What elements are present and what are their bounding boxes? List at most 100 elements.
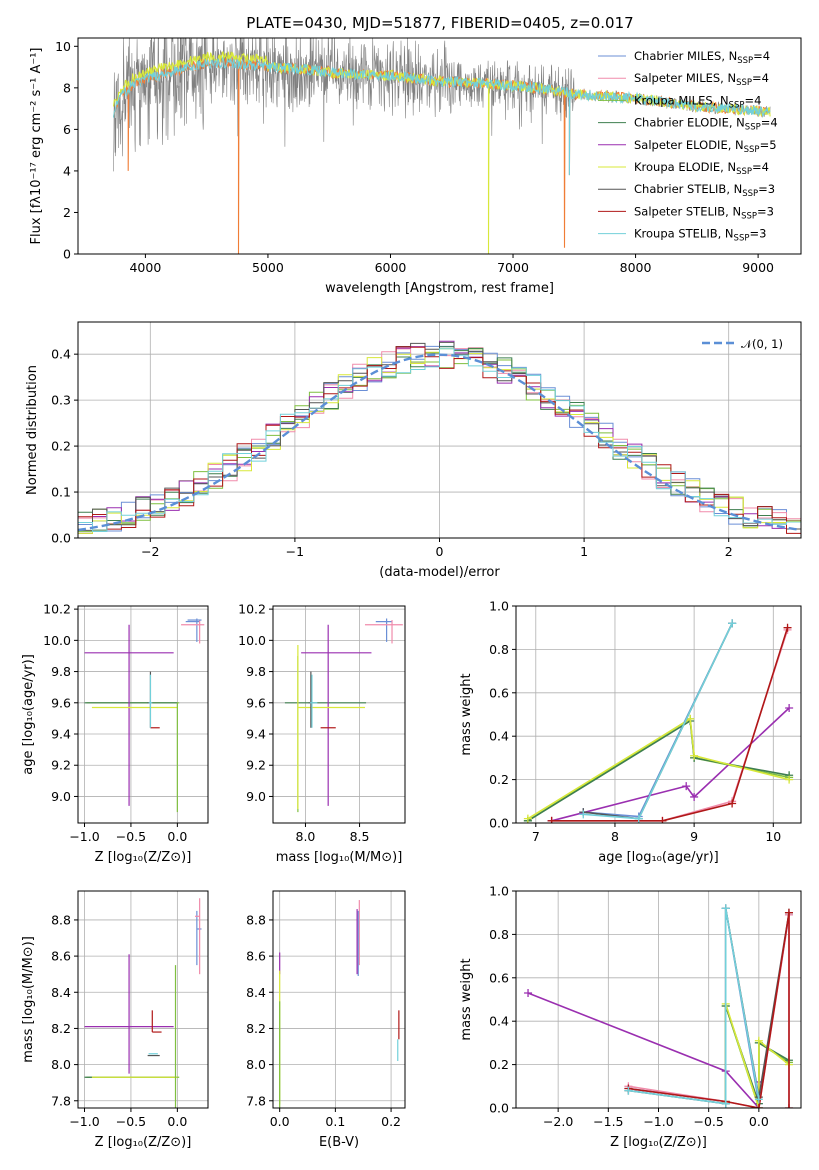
legend-label-suffix: =5 bbox=[760, 138, 777, 152]
y-tick-label: 1.0 bbox=[489, 599, 509, 614]
y-axis-label: mass weight bbox=[459, 673, 474, 755]
series-line bbox=[583, 623, 733, 820]
axes-mass-vs-EBV: 0.0 0.1 0.2 7.8 8.0 8.2 8.4 8.6 8.8 E(B-V) bbox=[246, 890, 406, 1150]
axes-frame bbox=[515, 890, 802, 1109]
series-salpeter-stelib bbox=[547, 623, 792, 823]
data-point-marker bbox=[721, 904, 730, 913]
legend-label-sub: SSP bbox=[744, 145, 760, 155]
data-point-marker bbox=[754, 1104, 763, 1108]
x-tick-label: 1 bbox=[580, 544, 588, 559]
y-tick-label: 9.4 bbox=[51, 727, 71, 742]
x-axis-label: Z [log₁₀(Z/Z⊙)] bbox=[95, 1135, 192, 1150]
y-tick-label: 10.2 bbox=[43, 602, 71, 617]
axes-mass-vs-Z: −1.0 −0.5 0.0 7.8 8.0 8.2 8.4 8.6 8.8 Z [log₁₀(Z/… bbox=[21, 890, 209, 1150]
figure-title: PLATE=0430, MJD=51877, FIBERID=0405, z=0… bbox=[246, 14, 633, 32]
plot-area-weight-vs-Z bbox=[524, 904, 793, 1108]
legend-label-main: Salpeter ELODIE, N bbox=[634, 138, 744, 152]
x-tick-label: −1 bbox=[286, 544, 304, 559]
data-point-marker bbox=[682, 782, 691, 791]
y-tick-label: 0.8 bbox=[489, 642, 509, 657]
y-tick-label: 0 bbox=[63, 247, 71, 262]
y-tick-label: 0.2 bbox=[51, 439, 71, 454]
y-tick-label: 8.8 bbox=[51, 912, 71, 927]
y-tick-label: 1.0 bbox=[489, 884, 509, 899]
legend-label: Kroupa ELODIE, NSSP=4 bbox=[634, 160, 769, 177]
legend-label: 𝒩(0, 1) bbox=[741, 337, 783, 351]
legend-label: Kroupa STELIB, NSSP=3 bbox=[634, 227, 766, 244]
data-point-marker bbox=[634, 814, 643, 823]
legend-label-suffix: =3 bbox=[757, 204, 774, 218]
data-point-marker bbox=[754, 1036, 763, 1045]
x-tick-label: −2.0 bbox=[543, 1114, 573, 1129]
y-tick-label: 4 bbox=[63, 163, 71, 178]
legend-label-sub: SSP bbox=[741, 211, 757, 221]
y-tick-label: 9.2 bbox=[246, 758, 266, 773]
y-tick-label: 0.6 bbox=[489, 970, 509, 985]
errorbar-salpeter-elodie bbox=[301, 624, 372, 806]
x-tick-label: 10 bbox=[765, 829, 781, 844]
errorbar-kroupa-stelib bbox=[148, 674, 153, 728]
y-axis-label: mass weight bbox=[459, 958, 474, 1040]
y-tick-label: 0.0 bbox=[51, 531, 71, 546]
y-tick-label: 0.1 bbox=[51, 485, 71, 500]
y-tick-label: 8.6 bbox=[246, 949, 266, 964]
series-line bbox=[551, 627, 789, 822]
data-point-marker bbox=[624, 1086, 633, 1095]
series-line bbox=[628, 912, 790, 1108]
y-axis-label: Flux [fλ10⁻¹⁷ erg cm⁻² s⁻¹ A⁻¹] bbox=[29, 48, 44, 245]
data-point-marker bbox=[754, 1095, 763, 1104]
y-tick-label: 0.2 bbox=[489, 772, 509, 787]
y-tick-label: 8.0 bbox=[246, 1057, 266, 1072]
axes-age-vs-mass: 8.0 8.5 9.0 9.2 9.4 9.6 9.8 10.0 10.2 mass [log₁₀… bbox=[238, 602, 406, 865]
legend-label-main: Kroupa MILES, N bbox=[634, 93, 729, 107]
legend-label-main: Salpeter STELIB, N bbox=[634, 204, 741, 218]
data-point-marker bbox=[690, 751, 699, 760]
y-tick-label: 6 bbox=[63, 122, 71, 137]
x-tick-label: −0.5 bbox=[693, 1114, 723, 1129]
legend-label-sub: SSP bbox=[736, 78, 752, 88]
x-tick-label: −1.0 bbox=[643, 1114, 673, 1129]
series-line bbox=[583, 623, 733, 818]
axes-frame bbox=[515, 605, 802, 824]
y-axis-label: mass [log₁₀(M/M⊙)] bbox=[21, 936, 36, 1063]
x-tick-label: 7000 bbox=[497, 260, 529, 275]
axes-frame bbox=[77, 605, 209, 824]
y-tick-label: 0.3 bbox=[51, 393, 71, 408]
y-tick-label: 8.4 bbox=[246, 985, 266, 1000]
series-line bbox=[628, 908, 760, 1105]
y-tick-label: 10.0 bbox=[43, 633, 71, 648]
legend-label-sub: SSP bbox=[742, 189, 758, 199]
y-tick-label: 8.2 bbox=[51, 1021, 71, 1036]
x-tick-label: 8000 bbox=[620, 260, 652, 275]
x-tick-label: 7 bbox=[532, 829, 540, 844]
y-tick-label: 8.6 bbox=[51, 949, 71, 964]
legend-label-sub: SSP bbox=[736, 167, 752, 177]
plots-container: 4000 5000 6000 7000 8000 90000246810wavelengt… bbox=[21, 37, 802, 1150]
y-tick-label: 8 bbox=[63, 80, 71, 95]
axes-weight-vs-Z: −2.0 −1.5 −1.0 −0.5 0.0 0.0 0.2 0.4 0.6 0.8 1.0 Z [… bbox=[459, 884, 802, 1150]
data-point-marker bbox=[728, 619, 737, 628]
legend: 𝒩(0, 1) bbox=[702, 337, 783, 351]
plot-area-residuals bbox=[78, 340, 801, 534]
legend-label: Chabrier ELODIE, NSSP=4 bbox=[634, 116, 778, 133]
legend-label: Chabrier STELIB, NSSP=3 bbox=[634, 182, 775, 199]
axes-frame bbox=[77, 890, 209, 1109]
data-point-marker bbox=[547, 816, 556, 823]
x-tick-label: −1.0 bbox=[69, 829, 99, 844]
data-point-marker bbox=[524, 988, 533, 997]
y-tick-label: 2 bbox=[63, 205, 71, 220]
legend-label-main: Chabrier MILES, N bbox=[634, 49, 737, 63]
legend-label: Salpeter MILES, NSSP=4 bbox=[634, 71, 769, 88]
y-tick-label: 9.0 bbox=[246, 789, 266, 804]
series-chabrier-stelib bbox=[579, 619, 737, 823]
x-tick-label: 8.0 bbox=[296, 829, 316, 844]
y-tick-label: 0.0 bbox=[489, 1101, 509, 1116]
axes-residuals: −2 −1 0 1 2 0.0 0.1 0.2 0.3 0.4 (data-model)/error… bbox=[25, 321, 802, 580]
legend-label-main: Chabrier ELODIE, N bbox=[634, 116, 745, 130]
errorbar-salpeter-miles bbox=[364, 620, 403, 644]
x-tick-label: 9000 bbox=[742, 260, 774, 275]
x-axis-label: mass [log₁₀(M/M⊙)] bbox=[276, 850, 403, 865]
y-tick-label: 0.4 bbox=[489, 729, 509, 744]
series-salpeter-elodie bbox=[547, 703, 794, 823]
